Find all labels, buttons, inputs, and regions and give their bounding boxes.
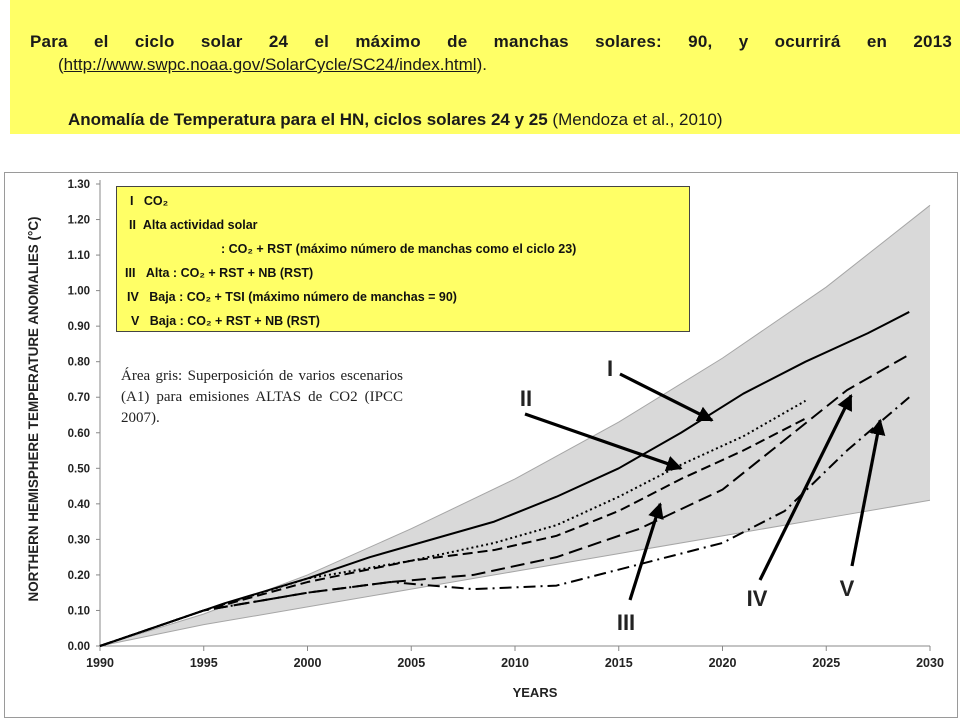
y-tick-label: 0.80 xyxy=(68,357,90,369)
axis-layer: 0.00 0.10 0.20 0.30 0.40 0.50 0.60 0.70 0.80 0.90… xyxy=(26,179,944,700)
x-tick-label: 2020 xyxy=(709,656,737,670)
legend-num: I xyxy=(130,194,134,208)
band-note: Área gris: Superposición de varios escen… xyxy=(121,368,403,426)
series-iv-line xyxy=(99,353,910,647)
arrow-v xyxy=(850,418,886,567)
y-tick-label: 0.70 xyxy=(68,392,90,404)
y-tick-label: 0.60 xyxy=(68,428,90,440)
close-paren: ). xyxy=(476,55,487,74)
title-line-2: (http://www.swpc.noaa.gov/SolarCycle/SC2… xyxy=(58,55,487,75)
legend-text: Alta actividad solar xyxy=(142,218,258,232)
x-tick-label: 1990 xyxy=(86,656,114,670)
arrow-ii xyxy=(524,412,683,472)
y-tick-label: 0.00 xyxy=(68,641,90,653)
legend-item-5: IV Baja : CO₂ + TSI (máximo número de ma… xyxy=(127,290,457,304)
legend-item-2: II Alta actividad solar xyxy=(129,218,258,232)
title-banner: Para el ciclo solar 24 el máximo de manc… xyxy=(10,0,960,134)
series-ii-line xyxy=(99,399,806,647)
ipcc-band-layer xyxy=(99,204,931,647)
y-tick-label: 0.20 xyxy=(68,570,90,582)
arrow-i xyxy=(619,372,714,422)
y-tick-label: 0.10 xyxy=(68,605,90,617)
label-i: I xyxy=(607,356,613,381)
label-iv: IV xyxy=(747,586,768,611)
y-tick-label: 0.50 xyxy=(68,463,90,475)
x-tick-label: 1995 xyxy=(190,656,218,670)
x-tick-label: 2030 xyxy=(916,656,944,670)
legend-num: IV xyxy=(127,290,139,304)
legend-item-1: I CO₂ xyxy=(130,194,168,208)
legend-item-6: V Baja : CO₂ + RST + NB (RST) xyxy=(131,314,320,328)
legend-num: II xyxy=(129,218,136,232)
title-line-1: Para el ciclo solar 24 el máximo de manc… xyxy=(30,32,952,51)
legend-text: CO₂ xyxy=(143,194,169,208)
series-v-line xyxy=(99,396,910,647)
source-link[interactable]: http://www.swpc.noaa.gov/SolarCycle/SC24… xyxy=(63,55,477,74)
legend-item-4: III Alta : CO₂ + RST + NB (RST) xyxy=(125,266,313,280)
ipcc-band xyxy=(100,205,930,647)
x-tick-label: 2010 xyxy=(501,656,529,670)
title-line-3: Anomalía de Temperatura para el HN, cicl… xyxy=(68,110,723,130)
y-tick-label: 0.40 xyxy=(68,499,90,511)
arrow-iii xyxy=(628,502,664,601)
series-layer xyxy=(99,311,910,647)
y-tick-label: 1.00 xyxy=(68,286,90,298)
legend-text: Baja : CO₂ + RST + NB (RST) xyxy=(149,314,320,328)
open-paren: ( xyxy=(58,55,64,74)
label-iii: III xyxy=(617,610,635,635)
legend-text: : CO₂ + RST (máximo número de manchas co… xyxy=(221,242,577,256)
x-axis-label: YEARS xyxy=(513,685,558,700)
x-tick-label: 2025 xyxy=(812,656,840,670)
label-ii: II xyxy=(520,386,532,411)
legend-box: I CO₂ II Alta actividad solar : CO₂ + RS… xyxy=(116,186,690,332)
reference: (Mendoza et al., 2010) xyxy=(552,110,723,129)
x-tick-label: 2015 xyxy=(605,656,633,670)
y-tick-label: 1.30 xyxy=(68,179,90,191)
band-lower-edge xyxy=(99,499,931,647)
legend-num: III xyxy=(125,266,136,280)
legend-text: Alta : CO₂ + RST + NB (RST) xyxy=(145,266,314,280)
series-iii-line xyxy=(99,417,806,647)
label-v: V xyxy=(840,576,855,601)
y-tick-label: 1.10 xyxy=(68,250,90,262)
legend-item-3: : CO₂ + RST (máximo número de manchas co… xyxy=(221,242,576,256)
legend-num: V xyxy=(131,314,140,328)
band-upper-edge xyxy=(99,204,931,647)
legend-text: Baja : CO₂ + TSI (máximo número de manch… xyxy=(149,290,457,304)
arrow-iv xyxy=(758,394,853,581)
chart-heading: Anomalía de Temperatura para el HN, cicl… xyxy=(68,110,548,129)
y-axis-label: NORTHERN HEMISPHERE TEMPERATURE ANOMALIE… xyxy=(26,217,41,602)
y-tick-label: 0.30 xyxy=(68,534,90,546)
x-tick-label: 2000 xyxy=(294,656,322,670)
y-tick-label: 1.20 xyxy=(68,215,90,227)
chart-frame xyxy=(4,172,958,718)
x-tick-label: 2005 xyxy=(397,656,425,670)
y-tick-label: 0.90 xyxy=(68,321,90,333)
